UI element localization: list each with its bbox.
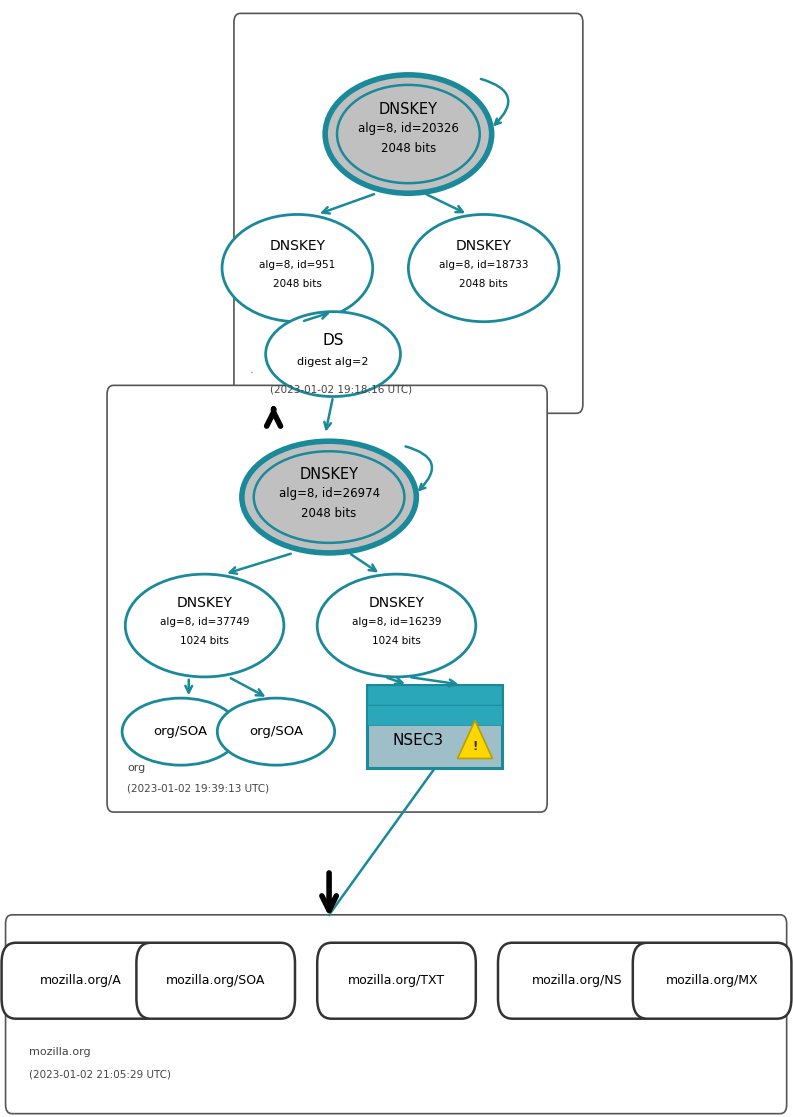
FancyBboxPatch shape — [107, 385, 547, 812]
FancyBboxPatch shape — [367, 685, 502, 705]
Ellipse shape — [254, 451, 404, 543]
Text: mozilla.org/SOA: mozilla.org/SOA — [166, 974, 266, 987]
FancyBboxPatch shape — [367, 685, 502, 768]
Text: alg=8, id=20326: alg=8, id=20326 — [358, 122, 459, 135]
Text: DNSKEY: DNSKEY — [177, 596, 232, 610]
Text: org/SOA: org/SOA — [249, 725, 303, 738]
Text: NSEC3: NSEC3 — [393, 734, 444, 748]
Text: mozilla.org: mozilla.org — [29, 1048, 91, 1057]
Text: !: ! — [473, 739, 477, 753]
Ellipse shape — [242, 441, 416, 553]
Text: DNSKEY: DNSKEY — [300, 467, 358, 483]
Text: (2023-01-02 19:18:16 UTC): (2023-01-02 19:18:16 UTC) — [270, 385, 412, 394]
Text: 2048 bits: 2048 bits — [301, 507, 357, 521]
Text: alg=8, id=951: alg=8, id=951 — [259, 260, 335, 269]
Text: DNSKEY: DNSKEY — [379, 102, 438, 117]
Text: DNSKEY: DNSKEY — [456, 239, 511, 252]
FancyBboxPatch shape — [367, 705, 502, 725]
Text: alg=8, id=37749: alg=8, id=37749 — [160, 618, 249, 627]
Text: digest alg=2: digest alg=2 — [297, 357, 369, 366]
Text: (2023-01-02 19:39:13 UTC): (2023-01-02 19:39:13 UTC) — [127, 784, 269, 793]
FancyBboxPatch shape — [317, 943, 476, 1019]
Ellipse shape — [408, 214, 559, 322]
FancyBboxPatch shape — [498, 943, 657, 1019]
Text: 1024 bits: 1024 bits — [180, 637, 229, 646]
Text: org: org — [127, 764, 145, 773]
FancyBboxPatch shape — [136, 943, 295, 1019]
Text: DNSKEY: DNSKEY — [369, 596, 424, 610]
Text: DNSKEY: DNSKEY — [270, 239, 325, 252]
Ellipse shape — [122, 698, 239, 765]
Text: 2048 bits: 2048 bits — [459, 279, 508, 288]
Ellipse shape — [125, 574, 284, 677]
Text: 1024 bits: 1024 bits — [372, 637, 421, 646]
Text: alg=8, id=18733: alg=8, id=18733 — [439, 260, 528, 269]
Text: org/SOA: org/SOA — [154, 725, 208, 738]
Ellipse shape — [325, 75, 492, 193]
Text: mozilla.org/MX: mozilla.org/MX — [666, 974, 758, 987]
Text: mozilla.org/A: mozilla.org/A — [40, 974, 122, 987]
Ellipse shape — [266, 312, 400, 397]
Polygon shape — [458, 720, 492, 758]
Ellipse shape — [317, 574, 476, 677]
Ellipse shape — [337, 85, 480, 183]
Text: mozilla.org/NS: mozilla.org/NS — [532, 974, 623, 987]
Ellipse shape — [217, 698, 335, 765]
Text: alg=8, id=16239: alg=8, id=16239 — [352, 618, 441, 627]
Text: mozilla.org/TXT: mozilla.org/TXT — [348, 974, 445, 987]
Text: 2048 bits: 2048 bits — [381, 142, 436, 155]
FancyBboxPatch shape — [633, 943, 791, 1019]
Text: alg=8, id=26974: alg=8, id=26974 — [278, 487, 380, 500]
Text: .: . — [250, 365, 254, 374]
FancyBboxPatch shape — [234, 13, 583, 413]
Text: 2048 bits: 2048 bits — [273, 279, 322, 288]
Text: DS: DS — [322, 333, 344, 349]
Ellipse shape — [222, 214, 373, 322]
FancyBboxPatch shape — [6, 915, 787, 1114]
FancyBboxPatch shape — [2, 943, 160, 1019]
Text: (2023-01-02 21:05:29 UTC): (2023-01-02 21:05:29 UTC) — [29, 1070, 171, 1079]
